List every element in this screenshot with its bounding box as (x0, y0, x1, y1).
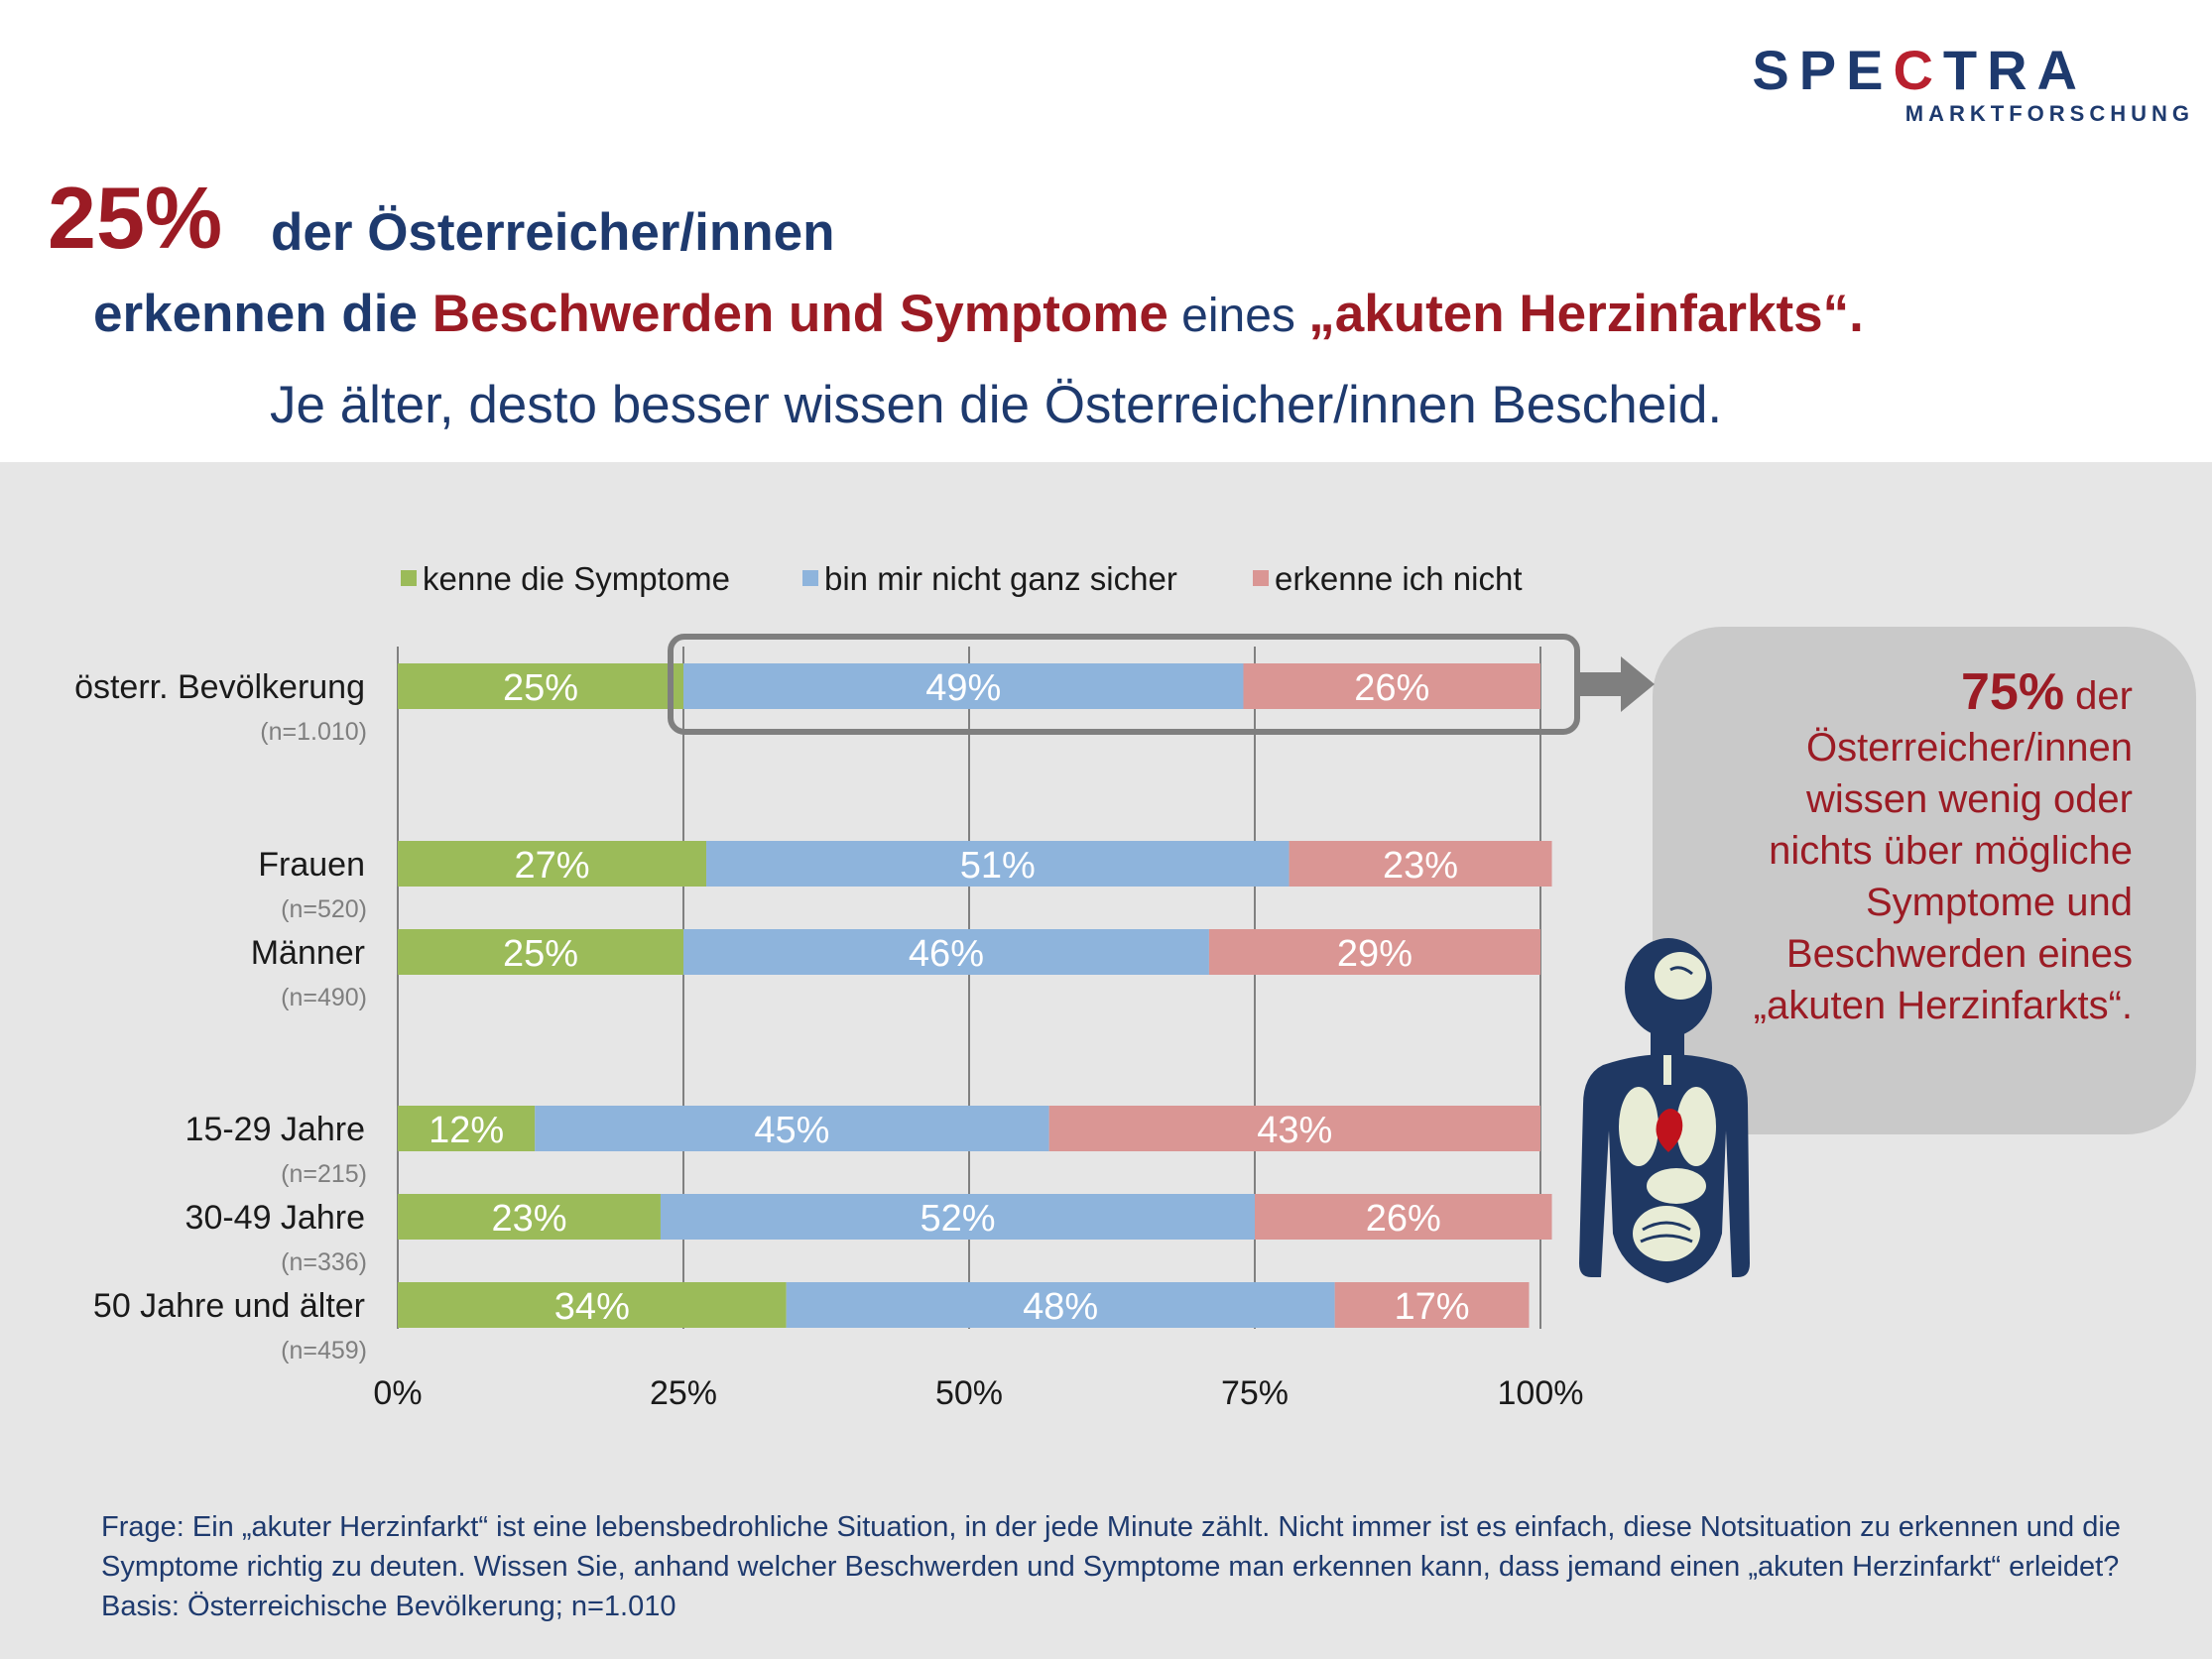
sample-size-label-3: (n=215) (281, 1160, 367, 1188)
callout-line-1: Österreicher/innen (1805, 726, 2133, 770)
data-label-0-series-1: 49% (925, 667, 1001, 709)
data-label-2-series-0: 25% (503, 933, 578, 975)
data-label-5-series-2: 17% (1395, 1286, 1470, 1328)
headline-line2-a: erkennen die (93, 285, 432, 343)
footnote: Frage: Ein „akuter Herzinfarkt“ ist eine… (101, 1511, 2121, 1622)
callout-percentage: 75% (1960, 663, 2065, 721)
legend-swatch-1 (802, 570, 818, 586)
headline-line1: der Österreicher/innen (271, 203, 835, 262)
human-body-icon (1579, 938, 1750, 1283)
category-label-5: 50 Jahre und älter (93, 1287, 365, 1325)
callout-line-3: nichts über mögliche (1769, 829, 2133, 873)
headline-percentage: 25% (48, 169, 223, 267)
sample-size-label-0: (n=1.010) (260, 718, 367, 746)
sample-size-label-5: (n=459) (281, 1337, 367, 1364)
logo-name-c: C (1893, 39, 1943, 101)
callout-line-4: Symptome und (1865, 881, 2133, 924)
data-label-4-series-0: 23% (491, 1198, 566, 1240)
x-tick-label-1: 25% (650, 1374, 717, 1412)
x-tick-label-2: 50% (935, 1374, 1003, 1412)
bar-1-series-2 (1289, 841, 1552, 887)
bar-1-series-0 (398, 841, 707, 887)
bar-4-series-2 (1255, 1194, 1552, 1240)
legend-swatch-2 (1253, 570, 1269, 586)
data-label-2-series-2: 29% (1337, 933, 1413, 975)
bar-5-series-0 (398, 1282, 787, 1328)
callout-text: 75% der Österreicher/innen wissen wenig … (1696, 666, 2133, 1031)
bar-0-series-1 (683, 663, 1244, 709)
callout-line-2: wissen wenig oder (1805, 777, 2133, 821)
bar-5-series-1 (786, 1282, 1335, 1328)
logo-name: SPECTRA (1752, 38, 2087, 102)
data-label-3-series-1: 45% (754, 1110, 829, 1151)
logo-name-part1: SPE (1752, 39, 1894, 101)
bar-3-series-0 (398, 1106, 536, 1151)
data-label-4-series-2: 26% (1366, 1198, 1441, 1240)
data-label-3-series-0: 12% (429, 1110, 504, 1151)
sample-size-label-2: (n=490) (281, 984, 367, 1011)
category-label-2: Männer (251, 934, 365, 972)
headline-line2-c: eines (1167, 290, 1309, 342)
bar-1-series-1 (706, 841, 1290, 887)
arrow-right-icon (1575, 656, 1655, 712)
category-label-3: 15-29 Jahre (185, 1111, 365, 1148)
bar-5-series-2 (1334, 1282, 1530, 1328)
bar-2-series-1 (683, 929, 1209, 975)
bar-3-series-1 (535, 1106, 1049, 1151)
data-label-5-series-1: 48% (1023, 1286, 1098, 1328)
data-label-4-series-1: 52% (920, 1198, 995, 1240)
bar-3-series-2 (1048, 1106, 1540, 1151)
logo-subtitle: MARKTFORSCHUNG (1905, 101, 2194, 126)
category-label-4: 30-49 Jahre (185, 1199, 365, 1237)
headline-line2-b: Beschwerden und Symptome (431, 285, 1168, 343)
data-label-3-series-2: 43% (1257, 1110, 1332, 1151)
headline-line2-d: „akuten Herzinfarkts“. (1308, 285, 1864, 343)
sample-size-label-4: (n=336) (281, 1248, 367, 1276)
category-label-1: Frauen (258, 846, 365, 884)
data-label-1-series-2: 23% (1383, 845, 1458, 887)
bar-2-series-0 (398, 929, 683, 975)
category-label-0: österr. Bevölkerung (74, 668, 365, 706)
data-label-2-series-1: 46% (909, 933, 984, 975)
legend-label-2: erkenne ich nicht (1275, 560, 1522, 597)
data-label-1-series-0: 27% (514, 845, 589, 887)
legend-label-0: kenne die Symptome (423, 560, 730, 597)
legend-label-1: bin mir nicht ganz sicher (824, 560, 1177, 597)
data-label-0-series-0: 25% (503, 667, 578, 709)
bar-0-series-2 (1243, 663, 1540, 709)
bar-4-series-1 (660, 1194, 1255, 1240)
bar-0-series-0 (398, 663, 683, 709)
headline-line2: erkennen die Beschwerden und Symptome ei… (93, 285, 1864, 343)
data-label-5-series-0: 34% (554, 1286, 630, 1328)
callout-line-0: der (2064, 674, 2133, 718)
x-tick-label-0: 0% (373, 1374, 422, 1412)
bar-4-series-0 (398, 1194, 661, 1240)
bar-2-series-2 (1208, 929, 1540, 975)
x-tick-label-4: 100% (1498, 1374, 1584, 1412)
sample-size-label-1: (n=520) (281, 895, 367, 923)
legend-swatch-0 (401, 570, 417, 586)
headline-line3: Je älter, desto besser wissen die Österr… (270, 376, 1723, 434)
callout-line-5: Beschwerden eines (1785, 932, 2133, 976)
data-label-1-series-1: 51% (960, 845, 1036, 887)
callout-line-6: „akuten Herzinfarkts“. (1753, 984, 2133, 1027)
data-label-0-series-2: 26% (1354, 667, 1429, 709)
x-tick-label-3: 75% (1221, 1374, 1289, 1412)
callout-box: 75% der Österreicher/innen wissen wenig … (1653, 627, 2196, 1134)
logo-name-part2: TRA (1942, 39, 2087, 101)
spectra-logo: SPECTRA MARKTFORSCHUNG (1752, 38, 2194, 137)
